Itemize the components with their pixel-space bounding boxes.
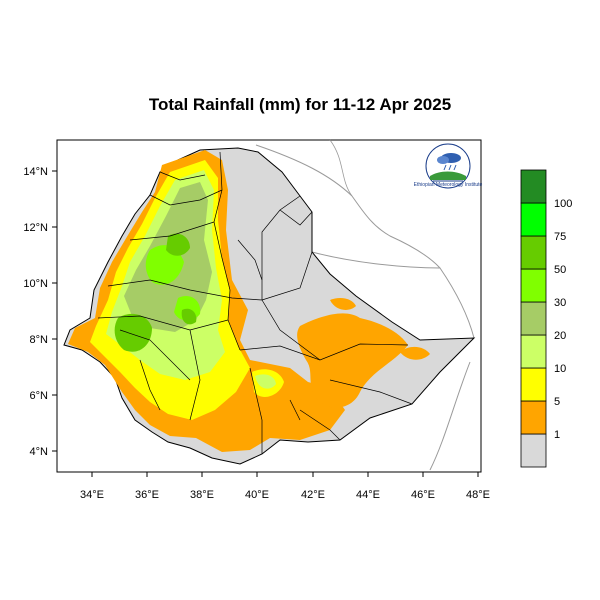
y-tick-label: 10°N <box>23 278 48 290</box>
somalia-coastline <box>429 361 471 471</box>
y-axis: 14°N 12°N 10°N 8°N 6°N 4°N <box>23 166 57 458</box>
legend-swatch <box>520 202 547 237</box>
y-tick-label: 12°N <box>23 222 48 234</box>
y-tick-label: 6°N <box>30 390 49 402</box>
rain-50mm-patch-2 <box>166 233 190 256</box>
x-tick-label: 46°E <box>411 489 435 501</box>
map-title: Total Rainfall (mm) for 11-12 Apr 2025 <box>148 95 452 114</box>
x-tick-label: 42°E <box>301 489 325 501</box>
region-boundaries <box>97 151 413 454</box>
legend: 1 5 10 20 30 50 75 100 <box>520 169 572 468</box>
legend-label: 10 <box>554 363 566 375</box>
light-rain-south <box>268 393 318 436</box>
legend-label: 50 <box>554 264 566 276</box>
meteorology-logo-icon: Ethiopian Meteorology Institute <box>414 143 483 189</box>
legend-swatch <box>520 367 547 402</box>
x-tick-label: 36°E <box>135 489 159 501</box>
rain-10mm-patch <box>255 374 276 389</box>
legend-label: 5 <box>554 396 560 408</box>
x-tick-label: 48°E <box>466 489 490 501</box>
legend-label: 30 <box>554 297 566 309</box>
x-tick-label: 44°E <box>356 489 380 501</box>
legend-swatch <box>520 169 547 204</box>
y-tick-label: 14°N <box>23 166 48 178</box>
legend-swatch <box>520 301 547 336</box>
logo-label: Ethiopian Meteorology Institute <box>414 182 483 188</box>
map-plot <box>63 139 476 471</box>
legend-swatch <box>520 235 547 270</box>
rain-50mm-patch-1 <box>114 313 152 352</box>
legend-swatch <box>520 268 547 303</box>
light-rain-east <box>297 313 408 408</box>
legend-swatch <box>520 433 547 468</box>
x-tick-label: 34°E <box>80 489 104 501</box>
legend-label: 1 <box>554 429 560 441</box>
legend-label: 20 <box>554 330 566 342</box>
legend-label: 100 <box>554 198 572 210</box>
legend-swatch <box>520 334 547 369</box>
legend-label: 75 <box>554 231 566 243</box>
y-tick-label: 4°N <box>30 446 49 458</box>
light-rain-patch-2 <box>400 346 430 360</box>
gulf-of-aden-coastline <box>311 251 475 339</box>
light-rain-patch-1 <box>330 298 356 310</box>
x-tick-label: 40°E <box>245 489 269 501</box>
red-sea-coastline <box>255 144 441 269</box>
rain-50mm-patch-3 <box>181 308 197 325</box>
coastline-north <box>329 139 353 197</box>
y-tick-label: 8°N <box>30 334 49 346</box>
legend-swatch <box>520 400 547 435</box>
x-axis: 34°E 36°E 38°E 40°E 42°E 44°E 46°E 48°E <box>80 472 490 501</box>
x-tick-label: 38°E <box>190 489 214 501</box>
